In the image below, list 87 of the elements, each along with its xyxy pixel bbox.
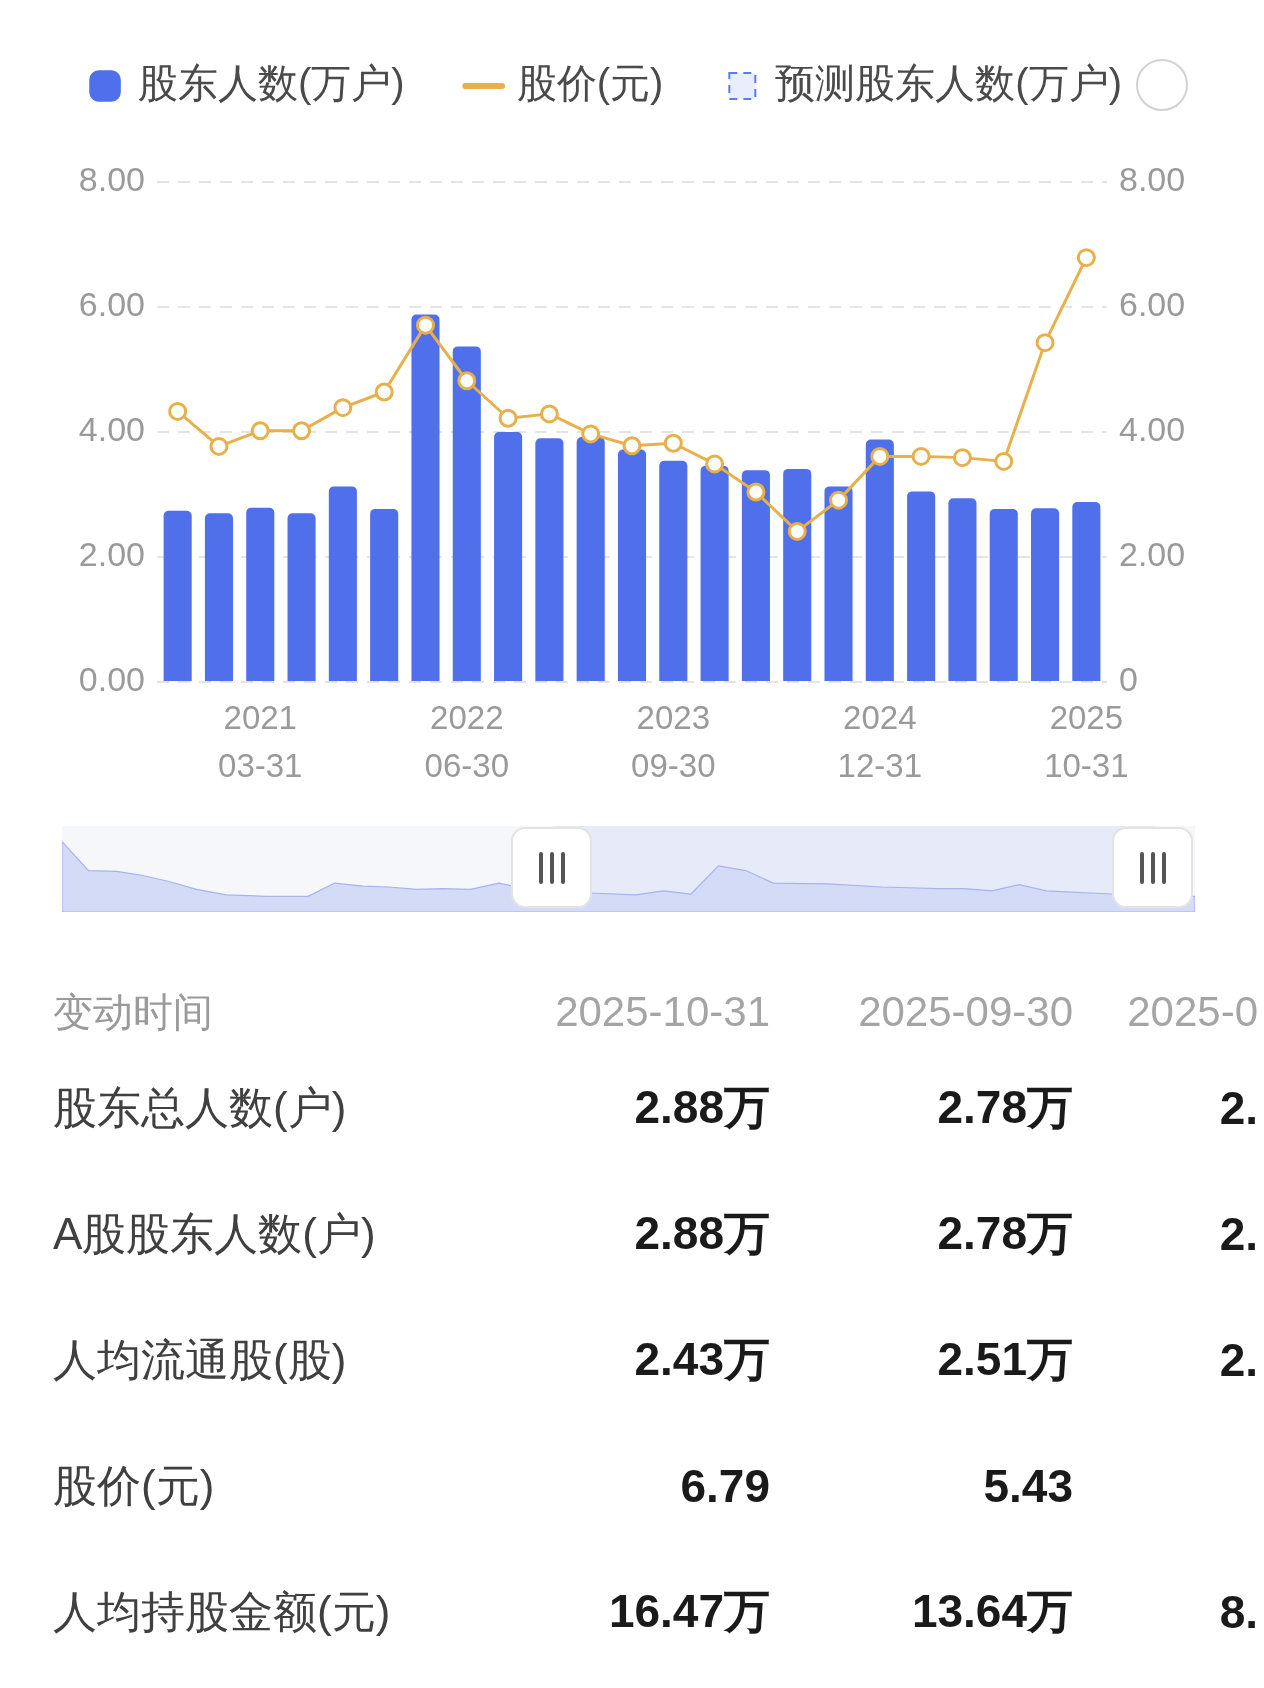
legend-label: 股价(元) (516, 61, 664, 106)
text: 2.88万 (634, 1081, 770, 1133)
point (911, 446, 931, 466)
category-label: A股股东人数(户) (53, 1208, 376, 1258)
point (829, 490, 849, 510)
point (787, 521, 807, 541)
y2-tick-label: 0 (1119, 660, 1138, 699)
text: 2.78万 (937, 1207, 1073, 1259)
bar (989, 508, 1018, 681)
bar (1031, 508, 1060, 681)
point (539, 404, 559, 424)
text: 6.79 (680, 1460, 770, 1512)
category-label: 股价(元) (53, 1460, 215, 1510)
text: 5.43 (983, 1460, 1073, 1512)
x-tick-label: 2025 10-31 (1044, 699, 1129, 784)
text: 8. (1219, 1586, 1258, 1638)
x-tick-label: 2022 06-30 (424, 699, 509, 784)
y2-tick-label: 8.00 (1119, 160, 1186, 199)
point (1035, 333, 1055, 353)
text: 2.51万 (937, 1333, 1073, 1385)
bar (576, 437, 605, 681)
y-tick-label: 4.00 (78, 410, 145, 449)
bar (246, 507, 275, 681)
point (663, 433, 683, 453)
text: 变动时间 (53, 988, 213, 1036)
y-tick-label: 8.00 (78, 160, 145, 199)
point (374, 382, 394, 402)
bar (411, 314, 440, 681)
point (333, 398, 353, 418)
bar (328, 486, 357, 681)
bar (535, 438, 564, 681)
text: 2.88万 (634, 1207, 770, 1259)
text: 2. (1219, 1334, 1258, 1386)
category-label: 人均持股金额(元) (53, 1586, 391, 1636)
bar (287, 513, 316, 681)
text: 2.43万 (634, 1333, 770, 1385)
category-label: 2025-10-31 (555, 988, 770, 1036)
point (250, 421, 270, 441)
text: 16.47万 (608, 1585, 770, 1637)
text: 13.64万 (911, 1585, 1073, 1637)
category-label: 人均流通股(股) (53, 1334, 347, 1384)
bar (700, 465, 729, 681)
legend-label: 股东人数(万户) (138, 61, 405, 106)
point (209, 436, 229, 456)
bar (494, 432, 523, 681)
bar (948, 498, 977, 681)
legend-label: 预测股东人数(万户) (775, 61, 1122, 106)
y2-tick-label: 6.00 (1119, 285, 1186, 324)
bar (865, 439, 894, 681)
point (581, 424, 601, 444)
point (870, 446, 890, 466)
text: 2. (1219, 1082, 1258, 1134)
y-tick-label: 0.00 (78, 660, 145, 699)
text: 2.78万 (937, 1081, 1073, 1133)
bar (370, 508, 399, 681)
point (705, 454, 725, 474)
bar (163, 510, 192, 681)
point (457, 371, 477, 391)
point (746, 482, 766, 502)
bar (452, 346, 481, 681)
y2-tick-label: 2.00 (1119, 535, 1186, 574)
bar (907, 491, 936, 681)
point (168, 401, 188, 421)
bar (659, 460, 688, 681)
point (1076, 248, 1096, 268)
bar (741, 470, 770, 681)
category-label: 2025-09-30 (858, 988, 1073, 1036)
bar (204, 513, 233, 681)
category-label: 股东总人数(户) (53, 1082, 347, 1132)
x-tick-label: 2021 03-31 (218, 699, 303, 784)
point (622, 436, 642, 456)
point (415, 315, 435, 335)
y2-tick-label: 4.00 (1119, 410, 1186, 449)
bar (783, 468, 812, 681)
category-label: 2025-0 (1127, 988, 1258, 1036)
point (292, 421, 312, 441)
y-tick-label: 6.00 (78, 285, 145, 324)
bar (824, 486, 853, 681)
point (994, 451, 1014, 471)
point (498, 408, 518, 428)
text: 2. (1219, 1208, 1258, 1260)
x-tick-label: 2023 09-30 (631, 699, 716, 784)
y-tick-label: 2.00 (78, 535, 145, 574)
point (952, 448, 972, 468)
bar (617, 449, 647, 681)
x-tick-label: 2024 12-31 (837, 699, 923, 784)
bar (1072, 502, 1101, 681)
